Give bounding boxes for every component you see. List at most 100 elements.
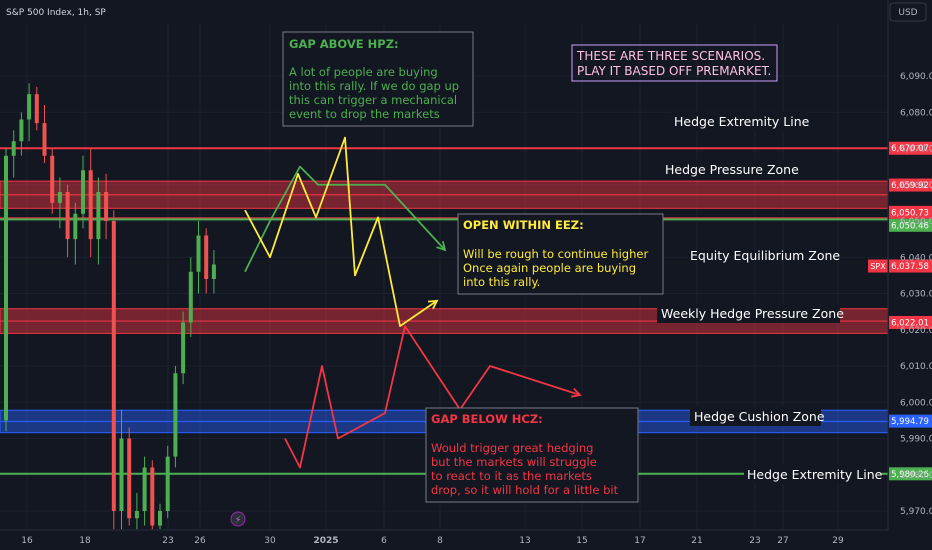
annotation-open-within: OPEN WITHIN EEZ: Will be rough to contin… bbox=[457, 213, 664, 295]
candle-body bbox=[104, 192, 109, 221]
y-tick-label: 6,020.00 bbox=[900, 326, 932, 336]
gap-below-title: GAP BELOW HCZ: bbox=[431, 412, 543, 426]
scenarios-note-line1: THESE ARE THREE SCENARIOS. bbox=[576, 49, 765, 63]
x-tick-label: 16 bbox=[21, 536, 33, 546]
price-label-bg bbox=[889, 141, 932, 155]
price-label: 6,070.07 bbox=[891, 144, 929, 154]
x-tick-label: 27 bbox=[777, 536, 788, 546]
open-within-line1: Will be rough to continue higher bbox=[463, 247, 648, 261]
scenario-arrowhead-red bbox=[570, 387, 582, 398]
gap-below-line1: Would trigger great hedging bbox=[431, 441, 593, 455]
price-label: 5,994.79 bbox=[891, 417, 929, 427]
price-label-bg bbox=[889, 315, 932, 329]
scenarios-note-line2: PLAY IT BASED OFF PREMARKET. bbox=[577, 64, 771, 78]
y-tick-label: 6,050.00 bbox=[900, 217, 932, 227]
y-tick-label: 6,070.00 bbox=[900, 145, 932, 155]
candle-body bbox=[181, 322, 186, 374]
candle-body bbox=[196, 235, 201, 272]
price-label: 6,050.46 bbox=[891, 221, 929, 231]
y-tick-label: 6,010.00 bbox=[900, 362, 932, 372]
annotation-gap-above: GAP ABOVE HPZ: A lot of people are buyin… bbox=[282, 31, 474, 127]
candle-body bbox=[211, 264, 216, 279]
zone-label-hedge-extremity-top: Hedge Extremity Line bbox=[671, 112, 810, 131]
candle-body bbox=[11, 141, 16, 156]
x-tick-label: 21 bbox=[691, 536, 702, 546]
candle-body bbox=[88, 170, 93, 240]
gap-below-line3: to react to it as the markets bbox=[431, 469, 592, 483]
candle-body bbox=[119, 438, 124, 511]
y-tick-label: 6,040.00 bbox=[900, 253, 932, 263]
candle-body bbox=[204, 235, 209, 279]
open-within-line2: Once again people are buying bbox=[463, 261, 636, 275]
candle-body bbox=[127, 438, 132, 519]
y-tick-label: 5,980.00 bbox=[900, 471, 932, 481]
candle-body bbox=[4, 155, 8, 421]
zone-label-hedge-pressure: Hedge Pressure Zone bbox=[661, 159, 799, 179]
gap-above-line2: into this rally. If we do gap up bbox=[289, 79, 459, 93]
x-tick-label: 8 bbox=[437, 536, 443, 546]
candle-body bbox=[50, 155, 55, 203]
scenarios-note: THESE ARE THREE SCENARIOS. PLAY IT BASED… bbox=[571, 44, 778, 82]
candle-body bbox=[134, 511, 139, 519]
symbol-tag: SPX bbox=[870, 262, 886, 271]
price-label-bg bbox=[889, 205, 932, 219]
x-tick-label: 26 bbox=[194, 536, 206, 546]
candle-body bbox=[42, 123, 47, 156]
scenario-path-yellow bbox=[244, 136, 438, 328]
currency-label: USD bbox=[898, 8, 917, 18]
x-tick-label: 29 bbox=[832, 536, 844, 546]
zone-label-equity-equilibrium: Equity Equilibrium Zone bbox=[690, 248, 840, 263]
price-label-bg bbox=[889, 414, 932, 428]
chart-title: S&P 500 Index, 1h, SP bbox=[6, 8, 106, 18]
event-icon[interactable]: ⚡ bbox=[230, 511, 246, 527]
gap-above-title: GAP ABOVE HPZ: bbox=[289, 37, 399, 51]
price-label: 6,050.73 bbox=[891, 208, 929, 218]
gap-above-line4: event to drop the markets bbox=[289, 107, 440, 121]
scenario-path-red bbox=[284, 325, 581, 469]
y-tick-label: 5,970.00 bbox=[900, 507, 932, 517]
price-label: 6,059.92 bbox=[891, 181, 929, 191]
y-tick-label: 5,990.00 bbox=[900, 435, 932, 445]
y-tick-label: 6,000.00 bbox=[900, 398, 932, 408]
candle-body bbox=[65, 192, 70, 240]
x-tick-label: 18 bbox=[79, 536, 91, 546]
candle-body bbox=[96, 192, 101, 240]
scenario-path-green bbox=[244, 165, 446, 273]
candle-body bbox=[158, 511, 162, 526]
y-tick-label: 6,060.00 bbox=[900, 181, 932, 191]
candle-body bbox=[57, 192, 62, 203]
price-label-bg bbox=[889, 467, 932, 481]
price-label: 5,980.26 bbox=[891, 470, 929, 480]
zone-label-equity-equilibrium-text: Equity Equilibrium Zone bbox=[690, 248, 840, 263]
symbol-tag-bg bbox=[868, 259, 888, 273]
x-tick-label: 17 bbox=[634, 536, 645, 546]
x-tick-label: 23 bbox=[162, 536, 173, 546]
x-tick-label: 15 bbox=[576, 536, 587, 546]
svg-text:⚡: ⚡ bbox=[234, 515, 241, 526]
zone-label-weekly-hedge-pressure-text: Weekly Hedge Pressure Zone bbox=[661, 306, 844, 321]
x-tick-label: 23 bbox=[749, 536, 760, 546]
zone-label-hedge-pressure-text: Hedge Pressure Zone bbox=[665, 162, 799, 177]
zone-label-hedge-cushion: Hedge Cushion Zone bbox=[690, 406, 825, 426]
candle-body bbox=[142, 467, 147, 511]
zone-label-hedge-cushion-text: Hedge Cushion Zone bbox=[694, 409, 825, 424]
price-label: 6,037.58 bbox=[891, 262, 929, 272]
gap-above-line3: this can trigger a mechanical bbox=[289, 93, 457, 107]
candle-body bbox=[19, 119, 24, 142]
candle-body bbox=[27, 94, 32, 120]
price-label-bg bbox=[889, 178, 932, 192]
zone-label-hedge-extremity-top-text: Hedge Extremity Line bbox=[674, 114, 810, 129]
currency-button[interactable]: USD bbox=[889, 2, 927, 22]
candle-body bbox=[81, 170, 85, 214]
y-tick-label: 6,080.00 bbox=[900, 108, 932, 118]
x-tick-label: 2025 bbox=[313, 536, 338, 546]
open-within-line3: into this rally. bbox=[463, 275, 540, 289]
candle-body bbox=[34, 94, 39, 124]
gap-below-line2: but the markets will struggle bbox=[431, 455, 597, 469]
gap-above-line1: A lot of people are buying bbox=[289, 65, 438, 79]
candle-body bbox=[111, 221, 116, 511]
candle-body bbox=[73, 213, 78, 240]
open-within-title: OPEN WITHIN EEZ: bbox=[463, 218, 584, 232]
candle-body bbox=[165, 456, 170, 511]
